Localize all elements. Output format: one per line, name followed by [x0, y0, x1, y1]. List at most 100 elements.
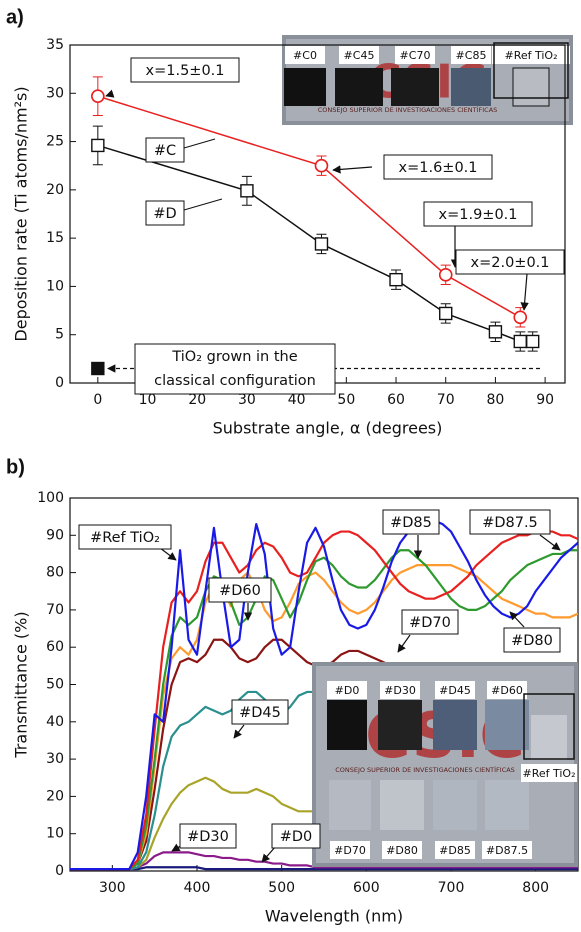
point [314, 237, 329, 251]
label-box [382, 509, 440, 535]
y-tick-label: 25 [46, 134, 64, 150]
label-box [271, 823, 321, 849]
sample-label-box [492, 46, 570, 64]
arrow [539, 534, 561, 551]
spectrum [70, 866, 578, 871]
y-tick-label: 35 [46, 37, 64, 53]
sample [485, 700, 529, 750]
sample-label: #D0 [335, 684, 360, 697]
annotation: x=1.6±0.1 [399, 160, 478, 176]
arrow [520, 273, 529, 311]
sample-label: #D85 [439, 844, 471, 857]
inset-photo: CSICCONSEJO SUPERIOR DE INVESTIGACIONES … [282, 35, 573, 125]
sample [433, 700, 477, 750]
y-tick-label: 30 [46, 85, 64, 101]
y-tick-label: 100 [37, 490, 64, 506]
label-box [383, 154, 493, 180]
y-tick-label: 5 [55, 327, 64, 343]
x-tick-label: 400 [184, 880, 211, 896]
sample [327, 700, 367, 750]
photo-caption: CONSEJO SUPERIOR DE INVESTIGACIONES CIEN… [318, 105, 498, 114]
arrow [261, 845, 277, 863]
annotation: #D70 [409, 615, 451, 631]
label-box [134, 343, 336, 395]
y-tick-label: 20 [46, 788, 64, 804]
sample-label: #D45 [439, 684, 471, 697]
arrow [397, 634, 411, 653]
sample-label: #D70 [334, 844, 366, 857]
x-tick-label: 700 [438, 880, 465, 896]
label-box [145, 137, 185, 163]
x-tick-label: 300 [99, 880, 126, 896]
sample-label-box [435, 841, 475, 859]
annotation: x=2.0±0.1 [471, 255, 550, 271]
ref-frame [523, 693, 575, 760]
point [525, 334, 540, 349]
label-box [145, 200, 185, 226]
x-tick-label: 90 [536, 392, 554, 408]
arrow [509, 611, 525, 628]
y-tick-label: 0 [55, 863, 64, 879]
label-box [455, 249, 565, 275]
y-tick-label: 80 [46, 565, 64, 581]
x-tick-label: 50 [337, 392, 355, 408]
y-tick-label: 30 [46, 751, 64, 767]
sample-label: #D80 [386, 844, 418, 857]
y-tick-label: 50 [46, 677, 64, 693]
x-tick-label: 40 [288, 392, 306, 408]
sample [329, 780, 371, 830]
label-box [401, 609, 459, 635]
y-tick-label: 10 [46, 826, 64, 842]
point [513, 334, 527, 349]
annotation: x=1.5±0.1 [146, 63, 225, 79]
spectrum [70, 549, 578, 871]
y-tick-label: 10 [46, 278, 64, 294]
point [389, 272, 403, 287]
annotation: #D60 [219, 583, 261, 599]
ref-frame [493, 42, 569, 99]
sample-label-box [435, 681, 475, 699]
sample-label-box [380, 681, 420, 699]
sample-label: #C0 [293, 49, 317, 62]
label-box [423, 201, 533, 227]
arrow [233, 724, 245, 739]
sample-label: #Ref TiO₂ [522, 767, 575, 780]
sample-label: #D60 [491, 684, 523, 697]
label-box [78, 524, 172, 550]
annotation: #C [154, 143, 176, 159]
point [314, 158, 329, 173]
annotation: #D85 [390, 515, 432, 531]
x-axis-title: Substrate angle, α (degrees) [213, 419, 443, 438]
label-box [179, 823, 237, 849]
sample-label-box [330, 841, 370, 859]
x-axis-title: Wavelength (nm) [265, 907, 403, 926]
annotation: #D80 [511, 633, 553, 649]
y-tick-label: 40 [46, 714, 64, 730]
sample-label: #C45 [344, 49, 375, 62]
leader [183, 198, 223, 211]
x-tick-label: 60 [387, 392, 405, 408]
sample-label-box [382, 841, 422, 859]
label-box [208, 577, 272, 603]
sample-label-box [521, 764, 577, 782]
sample-label: #C70 [400, 49, 431, 62]
sample [433, 780, 477, 830]
sample-label-box [482, 841, 532, 859]
spectrum [70, 851, 578, 871]
y-tick-label: 90 [46, 527, 64, 543]
label-box [130, 57, 240, 83]
x-tick-label: 0 [93, 392, 102, 408]
point [438, 268, 453, 282]
point [513, 310, 528, 325]
x-tick-label: 800 [522, 880, 549, 896]
sample [335, 68, 383, 106]
y-axis-title: Deposition rate (Ti atoms/nm²s) [12, 86, 31, 341]
sample [284, 68, 326, 106]
point [91, 138, 105, 153]
annotation: classical configuration [154, 373, 316, 389]
label-box [469, 509, 551, 535]
annotation: x=1.9±0.1 [439, 207, 518, 223]
y-tick-label: 70 [46, 602, 64, 618]
point [240, 184, 254, 198]
annotation: #D [153, 206, 176, 222]
